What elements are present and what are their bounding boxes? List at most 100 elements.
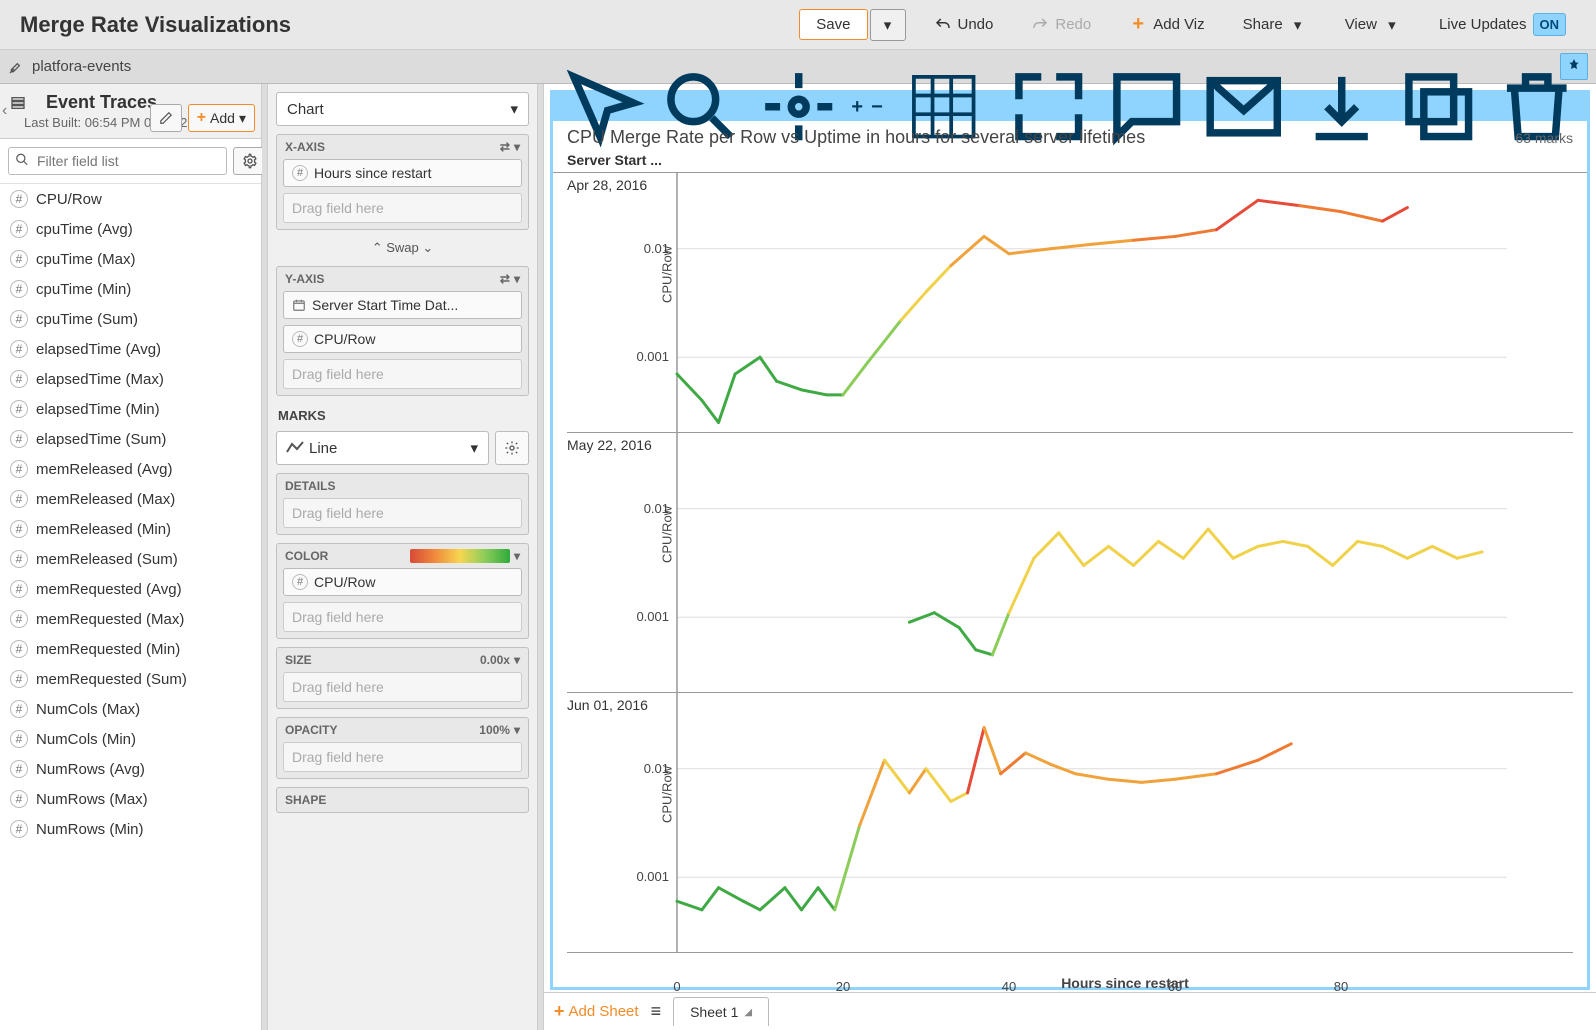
field-label: NumCols (Max) — [36, 701, 140, 718]
measure-icon: # — [10, 190, 28, 208]
swap-axes-icon[interactable]: ⇄ — [500, 140, 510, 154]
edit-dataset-button[interactable] — [150, 104, 182, 132]
live-updates-toggle[interactable]: Live Updates ON — [1429, 8, 1576, 41]
plus-icon: + — [197, 109, 206, 127]
field-label: cpuTime (Sum) — [36, 311, 138, 328]
add-sheet-button[interactable]: +Add Sheet — [554, 1001, 639, 1022]
svg-text:0.01: 0.01 — [644, 761, 669, 776]
add-viz-button[interactable]: + Add Viz — [1119, 11, 1214, 39]
opacity-dropzone[interactable]: Drag field here — [283, 742, 522, 772]
color-dropzone[interactable]: Drag field here — [283, 602, 522, 632]
xaxis-dropzone[interactable]: Drag field here — [283, 193, 522, 223]
color-shelf: COLOR ▾ # CPU/Row Drag field here — [276, 543, 529, 639]
save-button[interactable]: Save — [799, 9, 867, 40]
field-item[interactable]: #elapsedTime (Max) — [0, 364, 261, 394]
field-item[interactable]: #NumCols (Max) — [0, 694, 261, 724]
measure-icon: # — [10, 400, 28, 418]
measure-icon: # — [10, 820, 28, 838]
field-item[interactable]: #memReleased (Min) — [0, 514, 261, 544]
size-value: 0.00x — [480, 653, 510, 667]
field-item[interactable]: #memReleased (Avg) — [0, 454, 261, 484]
field-label: memRequested (Avg) — [36, 581, 182, 598]
swap-axes-icon[interactable]: ⇄ — [500, 272, 510, 286]
field-item[interactable]: # memReleased (Max) — [0, 484, 261, 514]
chart-panel: Apr 28, 2016CPU/Row0.0010.01 — [567, 173, 1573, 433]
measure-icon: # — [10, 220, 28, 238]
search-icon — [15, 153, 29, 170]
field-label: CPU/Row — [36, 191, 102, 208]
field-item[interactable]: #cpuTime (Max) — [0, 244, 261, 274]
field-item[interactable]: #cpuTime (Min) — [0, 274, 261, 304]
viz-title: CPU Merge Rate per Row vs Uptime in hour… — [567, 127, 1145, 148]
yaxis-dropzone[interactable]: Drag field here — [283, 359, 522, 389]
field-item[interactable]: #NumCols (Min) — [0, 724, 261, 754]
field-label: memReleased (Max) — [36, 491, 175, 508]
panel-date: Jun 01, 2016 — [567, 697, 648, 713]
field-label: elapsedTime (Min) — [36, 401, 160, 418]
field-item[interactable]: #memRequested (Sum) — [0, 664, 261, 694]
field-item[interactable]: #NumRows (Max) — [0, 784, 261, 814]
measure-icon: # — [10, 790, 28, 808]
zoom-in-button[interactable]: + — [851, 96, 863, 119]
save-dropdown[interactable]: ▾ — [870, 9, 906, 41]
viz-toolbar: + − — [553, 93, 1587, 121]
color-pill[interactable]: # CPU/Row — [283, 568, 522, 596]
field-list: #CPU/Row#cpuTime (Avg)#cpuTime (Max)#cpu… — [0, 184, 261, 1030]
details-dropzone[interactable]: Drag field here — [283, 498, 522, 528]
zoom-out-button[interactable]: − — [871, 96, 883, 119]
field-item[interactable]: #memRequested (Max) — [0, 604, 261, 634]
field-item[interactable]: #memRequested (Min) — [0, 634, 261, 664]
chart-type-dropdown[interactable]: Chart▾ — [276, 92, 529, 126]
color-gradient-swatch — [410, 549, 510, 563]
marks-type-dropdown[interactable]: Line ▾ — [276, 431, 489, 465]
caret-down-icon: ▾ — [470, 439, 478, 457]
xaxis-shelf: X-AXIS ⇄▾ # Hours since restart Drag fie… — [276, 134, 529, 230]
svg-text:0.01: 0.01 — [644, 241, 669, 256]
share-dropdown[interactable]: Share ▾ — [1233, 11, 1317, 39]
calendar-icon — [292, 298, 306, 312]
chart-area[interactable]: Apr 28, 2016CPU/Row0.0010.01May 22, 2016… — [553, 173, 1587, 987]
caret-down-icon[interactable]: ▾ — [514, 272, 520, 286]
field-item[interactable]: #NumRows (Avg) — [0, 754, 261, 784]
tools-icon — [8, 59, 24, 75]
field-item[interactable]: # cpuTime (Sum) — [0, 304, 261, 334]
field-item[interactable]: #elapsedTime (Sum) — [0, 424, 261, 454]
undo-button[interactable]: Undo — [924, 11, 1004, 39]
caret-down-icon[interactable]: ▾ — [514, 653, 520, 667]
yaxis-pill-1[interactable]: Server Start Time Dat... — [283, 291, 522, 319]
field-label: NumCols (Min) — [36, 731, 136, 748]
x-axis: 020406080Hours since restart — [677, 975, 1573, 1023]
field-item[interactable]: # CPU/Row — [0, 184, 261, 214]
pencil-icon — [159, 111, 173, 125]
field-item[interactable]: #elapsedTime (Avg) — [0, 334, 261, 364]
view-dropdown[interactable]: View ▾ — [1335, 11, 1411, 39]
field-label: NumRows (Avg) — [36, 761, 145, 778]
size-dropzone[interactable]: Drag field here — [283, 672, 522, 702]
marks-settings-button[interactable] — [495, 431, 529, 465]
xaxis-pill[interactable]: # Hours since restart — [283, 159, 522, 187]
yaxis-pill-2[interactable]: # CPU/Row — [283, 325, 522, 353]
field-item[interactable]: # memRequested (Avg) — [0, 574, 261, 604]
redo-button[interactable]: Redo — [1021, 11, 1101, 39]
line-icon — [287, 442, 303, 454]
caret-down-icon[interactable]: ▾ — [514, 549, 520, 563]
back-button[interactable]: ‹ — [2, 102, 7, 120]
opacity-value: 100% — [479, 723, 510, 737]
x-tick: 40 — [1002, 979, 1016, 994]
measure-icon: # — [10, 580, 28, 598]
dataset-header: ‹ Event Traces Last Built: 06:54 PM 06/1… — [0, 84, 261, 139]
measure-icon: # — [292, 165, 308, 181]
swap-button[interactable]: ⌃ Swap ⌄ — [276, 238, 529, 258]
add-field-button[interactable]: + Add ▾ — [188, 104, 255, 132]
caret-down-icon[interactable]: ▾ — [514, 140, 520, 154]
measure-icon: # — [10, 310, 28, 328]
field-item[interactable]: #NumRows (Min) — [0, 814, 261, 844]
field-item[interactable]: #memReleased (Sum) — [0, 544, 261, 574]
field-filter-input[interactable] — [8, 147, 227, 175]
field-item[interactable]: # elapsedTime (Min) — [0, 394, 261, 424]
measure-icon: # — [10, 490, 28, 508]
caret-down-icon[interactable]: ▾ — [514, 723, 520, 737]
field-item[interactable]: #cpuTime (Avg) — [0, 214, 261, 244]
sheet-menu-button[interactable]: ≡ — [651, 1001, 662, 1022]
measure-icon: # — [10, 670, 28, 688]
